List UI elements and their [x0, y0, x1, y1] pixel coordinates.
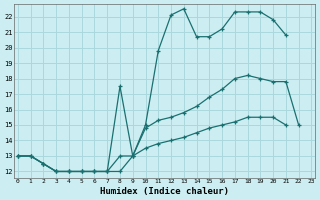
X-axis label: Humidex (Indice chaleur): Humidex (Indice chaleur) — [100, 187, 229, 196]
